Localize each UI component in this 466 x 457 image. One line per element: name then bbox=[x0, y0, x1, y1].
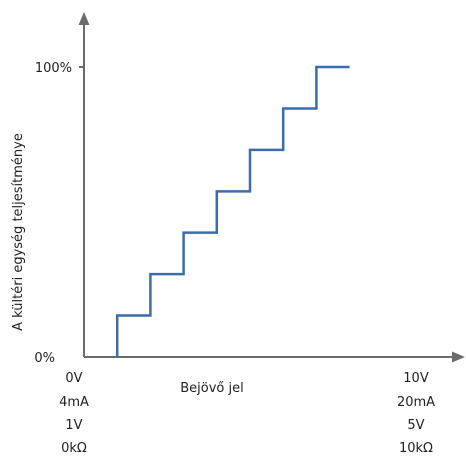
x-end-label: 5V bbox=[407, 418, 424, 433]
x-start-labels: 0V 4mA 1V 0kΩ bbox=[59, 371, 89, 456]
x-axis-arrow-icon bbox=[452, 351, 465, 363]
x-end-label: 20mA bbox=[397, 395, 435, 410]
y-axis-arrow-icon bbox=[78, 12, 90, 25]
x-end-label: 10kΩ bbox=[399, 441, 433, 456]
axes bbox=[78, 12, 465, 363]
y-axis-label: A kültéri egység teljesítménye bbox=[11, 133, 26, 331]
y-tick-label-100: 100% bbox=[35, 61, 72, 76]
x-start-label: 4mA bbox=[59, 395, 89, 410]
x-end-labels: 10V 20mA 5V 10kΩ bbox=[397, 371, 435, 456]
series-step-line bbox=[115, 65, 350, 357]
y-tick-label-0: 0% bbox=[34, 351, 55, 366]
x-end-label: 10V bbox=[403, 371, 429, 386]
x-start-label: 0V bbox=[65, 371, 82, 386]
x-start-label: 1V bbox=[65, 418, 82, 433]
x-axis-label: Bejövő jel bbox=[180, 381, 243, 396]
x-start-label: 0kΩ bbox=[61, 441, 87, 456]
